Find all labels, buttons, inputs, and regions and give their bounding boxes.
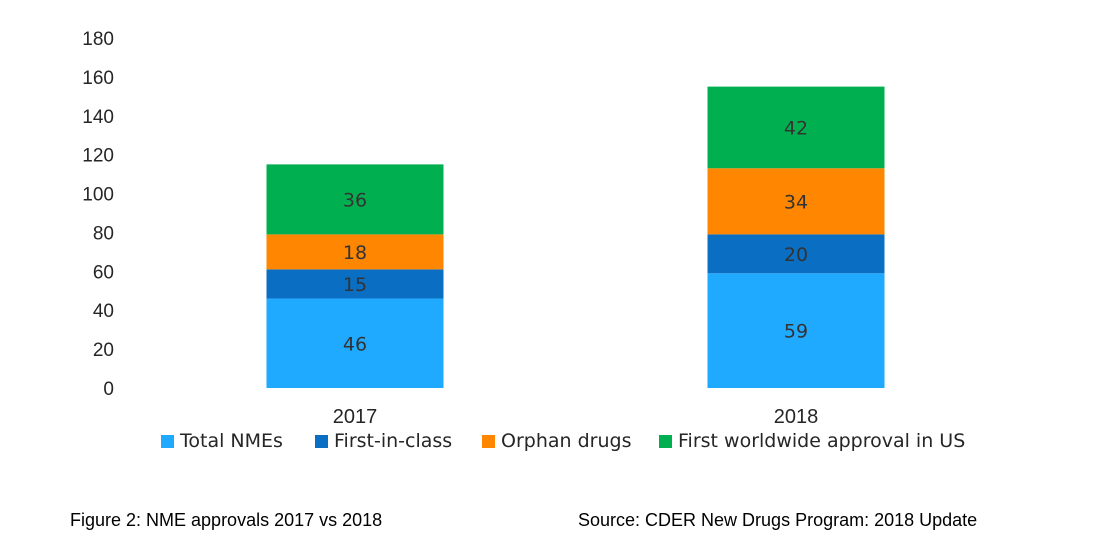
bar-segment bbox=[266, 298, 444, 388]
legend-label: First-in-class bbox=[334, 430, 453, 452]
y-tick-label: 20 bbox=[93, 340, 114, 361]
x-category-label: 2018 bbox=[774, 406, 819, 428]
legend-swatch bbox=[315, 434, 328, 448]
data-label: 42 bbox=[784, 117, 808, 139]
legend-item: First worldwide approval in US bbox=[659, 430, 965, 452]
bar-segment bbox=[707, 234, 885, 274]
y-axis: 0 20 40 60 80 100 120 140 160 180 bbox=[82, 29, 114, 400]
legend-item: Total NMEs bbox=[161, 430, 283, 452]
y-tick-label: 0 bbox=[103, 379, 114, 400]
data-label: 15 bbox=[343, 274, 367, 296]
data-label: 20 bbox=[784, 244, 808, 266]
legend: Total NMEs First-in-class Orphan drugs Firs… bbox=[0, 430, 1099, 458]
y-tick-label: 60 bbox=[93, 262, 114, 283]
y-tick-label: 80 bbox=[93, 223, 114, 244]
bar-segment bbox=[266, 164, 444, 235]
bar-segment bbox=[266, 269, 444, 299]
source-caption: Source: CDER New Drugs Program: 2018 Upd… bbox=[578, 510, 978, 530]
data-label: 34 bbox=[784, 191, 808, 213]
legend-item: Orphan drugs bbox=[482, 430, 631, 452]
y-tick-label: 40 bbox=[93, 301, 114, 322]
figure-caption: Figure 2: NME approvals 2017 vs 2018 bbox=[70, 510, 383, 530]
legend-swatch bbox=[659, 434, 672, 448]
bars: 46 15 18 36 59 20 34 42 bbox=[266, 86, 885, 388]
legend-swatch bbox=[482, 434, 495, 448]
bar-segment bbox=[707, 273, 885, 388]
legend-label: First worldwide approval in US bbox=[678, 430, 966, 452]
data-label: 46 bbox=[343, 333, 367, 355]
data-label: 59 bbox=[784, 321, 808, 343]
x-axis: 2017 2018 bbox=[333, 406, 819, 428]
bar-segment bbox=[266, 234, 444, 270]
y-tick-label: 180 bbox=[82, 29, 114, 50]
y-tick-label: 120 bbox=[82, 146, 114, 167]
y-tick-label: 100 bbox=[82, 185, 114, 206]
bar-segment bbox=[707, 86, 885, 169]
bar-segment bbox=[707, 168, 885, 235]
data-label: 36 bbox=[343, 189, 367, 211]
y-tick-label: 140 bbox=[82, 107, 114, 128]
y-tick-label: 160 bbox=[82, 68, 114, 89]
x-category-label: 2017 bbox=[333, 406, 378, 428]
data-label: 18 bbox=[343, 242, 367, 264]
legend-label: Total NMEs bbox=[180, 430, 283, 452]
legend-item: First-in-class bbox=[315, 430, 452, 452]
legend-label: Orphan drugs bbox=[501, 430, 632, 452]
legend-swatch bbox=[161, 434, 174, 448]
